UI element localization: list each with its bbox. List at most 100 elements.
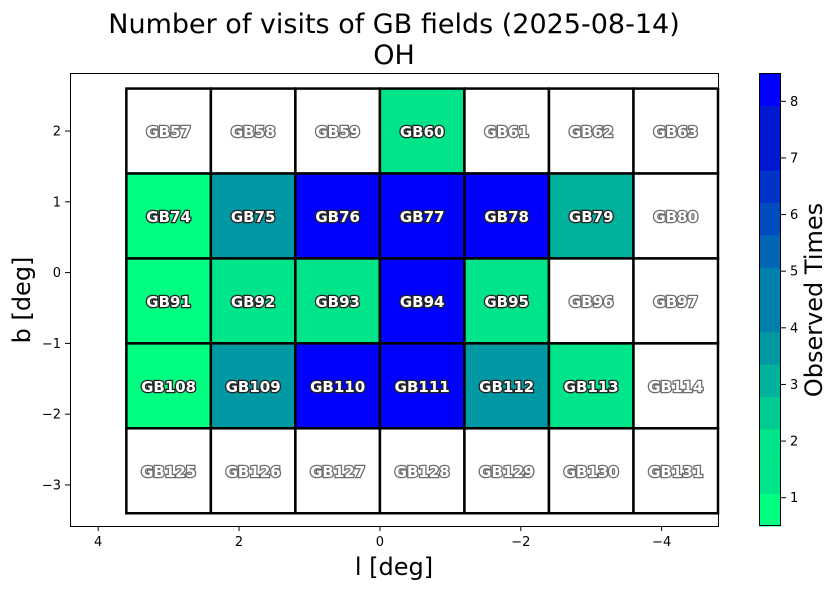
- colorbar-segment: [759, 299, 781, 333]
- cell-label: GB112: [479, 378, 534, 396]
- cell-label: GB127: [310, 463, 365, 481]
- cell-label: GB94: [400, 293, 445, 311]
- colorbar-tick-label: 8: [790, 95, 798, 110]
- cell-label: GB114: [648, 378, 703, 396]
- colorbar-tick-label: 4: [790, 321, 798, 336]
- colorbar-segment: [759, 331, 781, 365]
- colorbar-segment: [759, 170, 781, 203]
- colorbar-segment: [759, 461, 781, 495]
- cell-label: GB75: [231, 208, 276, 226]
- y-tick-label: −2: [42, 408, 61, 423]
- heatmap-cell: [294, 427, 382, 515]
- heatmap-cell: [125, 257, 213, 345]
- cell-label: GB78: [484, 208, 529, 226]
- colorbar-segment: [759, 428, 781, 462]
- cell-label: GB96: [569, 293, 614, 311]
- cell-label: GB95: [484, 293, 529, 311]
- cell-label: GB130: [564, 463, 619, 481]
- heatmap-cell: [125, 172, 213, 260]
- heatmap-cell: [125, 342, 213, 430]
- colorbar-tick-label: 6: [790, 208, 798, 223]
- heatmap-cell: [209, 172, 297, 260]
- cell-label: GB63: [653, 123, 698, 141]
- x-tick-label: −4: [652, 535, 671, 550]
- heatmap-cell: [632, 427, 720, 515]
- cell-label: GB57: [146, 123, 191, 141]
- cell-label: GB108: [141, 378, 196, 396]
- y-tick-label: −3: [42, 478, 61, 493]
- cell-label: GB131: [648, 463, 703, 481]
- heatmap-cell: [125, 427, 213, 515]
- heatmap-cell: [547, 342, 635, 430]
- x-axis-ticks: 4 2 0 −2 −4: [94, 526, 671, 550]
- cell-label: GB93: [315, 293, 360, 311]
- cell-label: GB60: [400, 123, 445, 141]
- chart-subtitle: OH: [373, 40, 415, 71]
- cells-layer: [125, 87, 720, 515]
- colorbar-tick-label: 5: [790, 265, 798, 280]
- cell-label: GB109: [226, 378, 281, 396]
- heatmap-cell: [378, 172, 466, 260]
- heatmap-cell: [209, 427, 297, 515]
- cell-label: GB111: [395, 378, 450, 396]
- x-tick-label: 0: [376, 535, 384, 550]
- y-tick-label: 2: [53, 125, 61, 140]
- colorbar-segment: [759, 267, 781, 300]
- colorbar-segment: [759, 137, 781, 171]
- colorbar-tick-label: 7: [790, 151, 798, 166]
- colorbar: [759, 73, 781, 527]
- cell-label: GB76: [315, 208, 360, 226]
- heatmap-cell: [209, 342, 297, 430]
- heatmap-cell: [378, 427, 466, 515]
- colorbar-segment: [759, 493, 781, 527]
- heatmap-cell: [547, 87, 635, 175]
- colorbar-segment: [759, 73, 781, 106]
- cell-label: GB110: [310, 378, 365, 396]
- x-tick-label: −2: [511, 535, 530, 550]
- cell-label: GB128: [395, 463, 450, 481]
- y-axis-label: b [deg]: [8, 257, 36, 344]
- colorbar-tick-label: 3: [790, 378, 798, 393]
- cell-label: GB129: [479, 463, 534, 481]
- cell-label: GB74: [146, 208, 191, 226]
- heatmap-cell: [632, 172, 720, 260]
- x-tick-label: 2: [235, 535, 243, 550]
- colorbar-segment: [759, 396, 781, 430]
- colorbar-ticks: 1 2 3 4 5 6 7 8: [781, 95, 798, 506]
- heatmap-cell: [378, 87, 466, 175]
- heatmap-cell: [632, 87, 720, 175]
- cell-label: GB58: [231, 123, 276, 141]
- cell-label: GB126: [226, 463, 281, 481]
- cell-label: GB97: [653, 293, 698, 311]
- heatmap-cell: [547, 257, 635, 345]
- y-tick-label: −1: [42, 337, 61, 352]
- colorbar-tick-label: 1: [790, 491, 798, 506]
- cell-label: GB59: [315, 123, 360, 141]
- cell-label: GB125: [141, 463, 196, 481]
- heatmap-cell: [209, 257, 297, 345]
- heatmap-cell: [463, 172, 551, 260]
- heatmap-cell: [463, 342, 551, 430]
- colorbar-label: Observed Times: [800, 203, 828, 397]
- colorbar-tick-label: 2: [790, 435, 798, 450]
- y-tick-label: 0: [53, 266, 61, 281]
- cell-label: GB79: [569, 208, 614, 226]
- cell-label: GB91: [146, 293, 191, 311]
- colorbar-segment: [759, 364, 781, 398]
- cell-label: GB77: [400, 208, 445, 226]
- cell-labels-layer: GB57 GB58 GB59 GB60 GB61 GB62 GB63 GB74 GB75 GB76…: [140, 122, 705, 482]
- colorbar-frame: [759, 73, 781, 526]
- x-tick-label: 4: [94, 535, 102, 550]
- colorbar-segment: [759, 105, 781, 139]
- y-axis-ticks: 2 1 0 −1 −2 −3: [42, 125, 70, 493]
- x-axis-label: l [deg]: [355, 553, 433, 581]
- cell-label: GB61: [484, 123, 529, 141]
- chart-title: Number of visits of GB fields (2025-08-1…: [108, 9, 679, 40]
- cell-label: GB92: [231, 293, 276, 311]
- heatmap-cell: [294, 257, 382, 345]
- cell-label: GB113: [564, 378, 619, 396]
- colorbar-segment: [759, 234, 781, 268]
- y-tick-label: 1: [53, 195, 61, 210]
- cell-label: GB62: [569, 123, 614, 141]
